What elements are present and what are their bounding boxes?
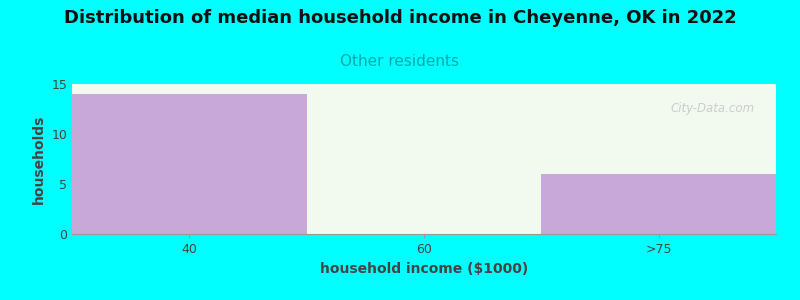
X-axis label: household income ($1000): household income ($1000) <box>320 262 528 276</box>
Bar <box>72 94 306 234</box>
Text: Other residents: Other residents <box>341 54 459 69</box>
Bar <box>542 174 776 234</box>
Text: Distribution of median household income in Cheyenne, OK in 2022: Distribution of median household income … <box>64 9 736 27</box>
Text: City-Data.com: City-Data.com <box>670 102 755 115</box>
Y-axis label: households: households <box>32 114 46 204</box>
